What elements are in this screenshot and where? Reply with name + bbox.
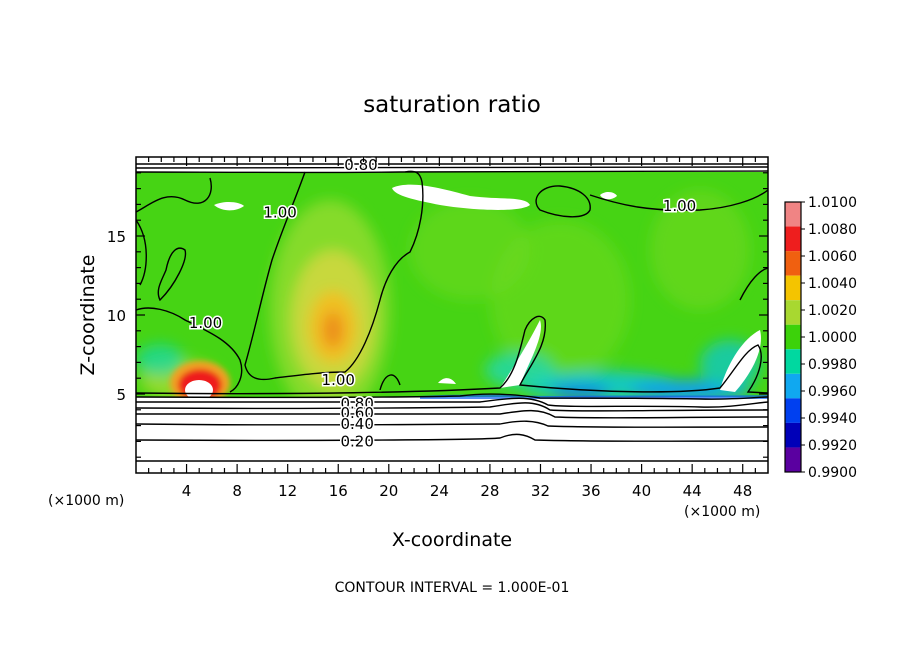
colorbar-swatch [785,349,801,374]
contour-label: 0.40 [340,415,373,433]
z-tick-label: 15 [107,228,126,246]
x-tick-label: 36 [581,482,600,500]
contour-interval-note: CONTOUR INTERVAL = 1.000E-01 [335,580,570,596]
colorbar: 1.0100 1.0080 1.0060 1.0040 1.0020 1.0000 0.99… [784,195,857,481]
contour-label: 0.20 [340,432,373,450]
contour-label: 1.00 [663,197,696,215]
x-ticks: 4 8 12 16 20 24 28 32 36 40 44 48 [148,157,756,500]
z-tick-label: 10 [107,307,126,325]
colorbar-label: 1.0020 [808,303,857,319]
x-tick-label: 20 [379,482,398,500]
contour-lines [136,163,768,462]
x-unit-label-right: (×1000 m) [684,504,760,520]
colorbar-label: 0.9980 [808,357,857,373]
colorbar-label: 0.9940 [808,411,857,427]
subsaturated-hole [185,380,213,400]
contour-label: 0.60 [340,404,373,422]
chart-title: saturation ratio [363,92,541,118]
colorbar-swatch [785,422,801,448]
x-tick-label: 16 [329,482,348,500]
surface-edge-blue [420,394,768,399]
colorbar-swatch [785,226,801,252]
colorbar-label: 0.9900 [808,465,857,481]
colorbar-swatch [785,251,801,276]
contour-label: 0.80 [344,156,377,174]
y-axis-label: Z-coordinate [77,255,99,376]
colorbar-label: 1.0100 [808,195,857,211]
x-tick-label: 28 [480,482,499,500]
z-ticks: 5 10 15 [107,172,768,458]
contour-label: 0.80 [340,394,373,412]
x-tick-label: 8 [232,482,242,500]
contour-label: 1.00 [189,314,222,332]
x-tick-label: 40 [632,482,651,500]
x-tick-label: 44 [683,482,702,500]
plot-area [136,157,768,473]
x-tick-label: 48 [733,482,752,500]
colorbar-swatch [785,398,801,423]
colorbar-swatch [785,324,801,350]
z-tick-label: 5 [116,386,126,404]
colorbar-label: 0.9960 [808,384,857,400]
x-axis-label: X-coordinate [392,529,512,551]
colorbar-label: 1.0000 [808,330,857,346]
colorbar-swatch [785,373,801,399]
contour-labels: 0.801.00 1.001.001.000.800.600.400.20 [187,154,697,452]
colorbar-swatch [785,300,801,325]
x-tick-label: 32 [531,482,550,500]
colorbar-label: 1.0080 [808,222,857,238]
x-tick-label: 12 [278,482,297,500]
colorbar-swatch [785,202,801,227]
colorbar-label: 0.9920 [808,438,857,454]
colorbar-swatch [785,275,801,301]
x-tick-label: 4 [182,482,192,500]
contour-label: 1.00 [322,371,355,389]
colorbar-swatch [785,447,801,472]
colorbar-label: 1.0060 [808,249,857,265]
contour-label: 1.00 [263,203,296,221]
x-tick-label: 24 [430,482,449,500]
colorbar-label: 1.0040 [808,276,857,292]
x-unit-label-left: (×1000 m) [48,493,124,509]
